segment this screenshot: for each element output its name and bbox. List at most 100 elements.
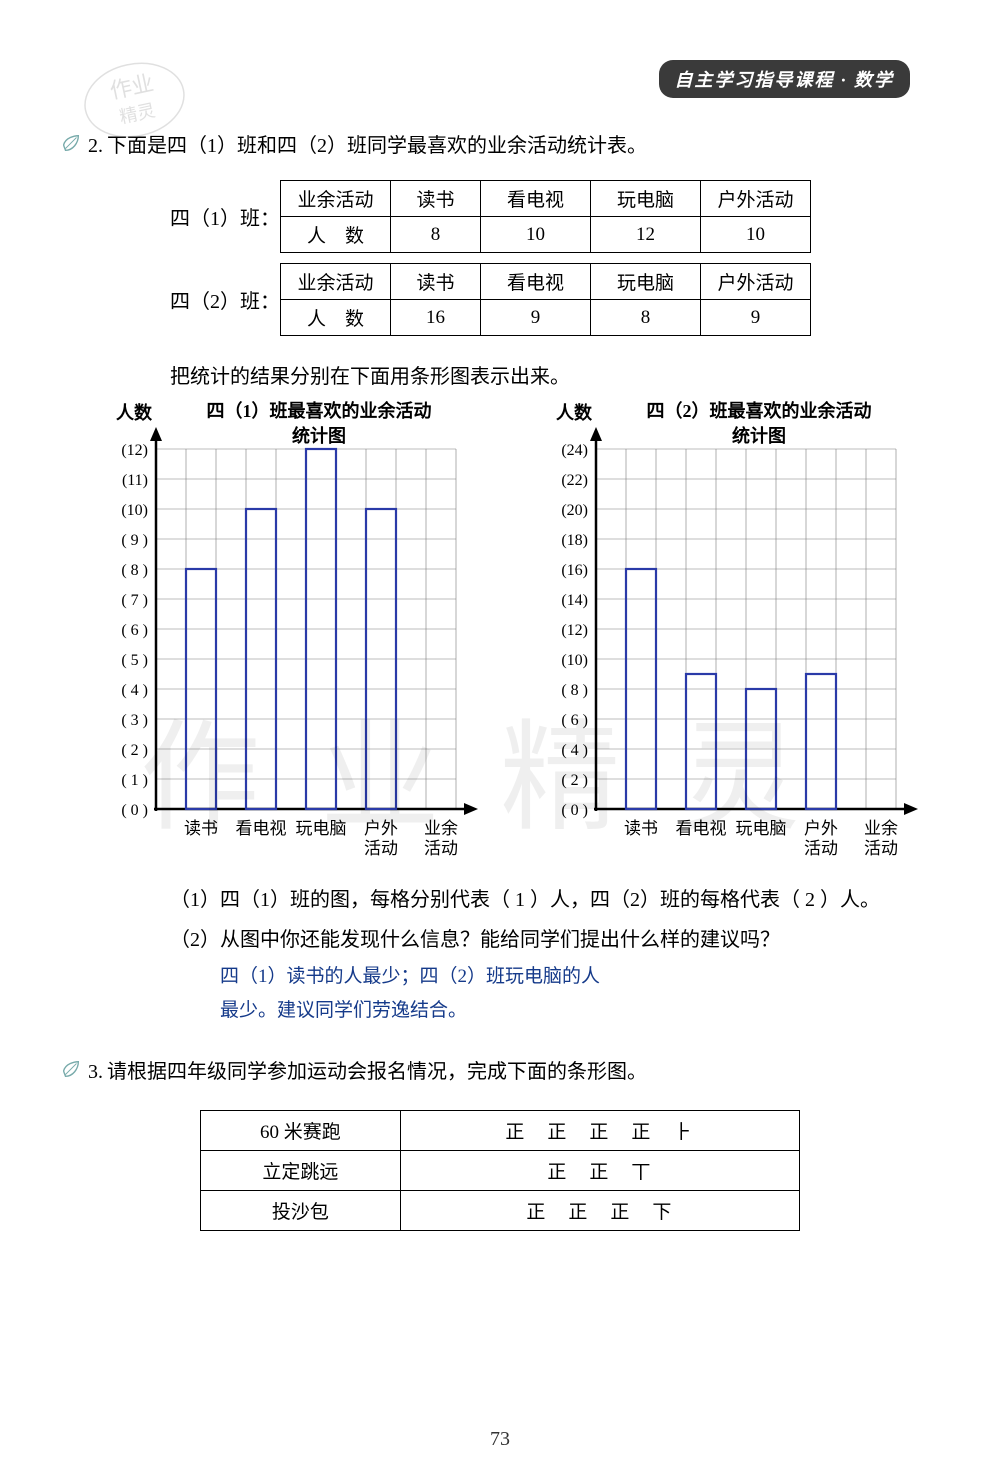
y-tick-label: ( 1 ): [121, 772, 148, 789]
y-tick-label: ( 9 ): [121, 532, 148, 549]
y-tick-label: (11): [122, 472, 148, 489]
y-tick-label: (18): [561, 532, 588, 549]
y-tick-label: ( 8 ): [121, 562, 148, 579]
x-category-labels: 读书看电视玩电脑户外活动业余活动: [84, 819, 524, 860]
x-category-label: 玩电脑: [731, 819, 791, 860]
page-number: 73: [0, 1428, 1000, 1451]
x-category-label: 读书: [171, 819, 231, 860]
tally-label-cell: 投沙包: [201, 1191, 401, 1231]
x-category-label: 玩电脑: [291, 819, 351, 860]
table-value-cell: 16: [391, 300, 481, 336]
class2-label: 四（2）班：: [170, 285, 280, 314]
y-tick-label: (10): [121, 502, 148, 519]
y-tick-label: ( 3 ): [121, 712, 148, 729]
table-rowlabel-cell: 人 数: [281, 217, 391, 253]
q2-answer-l2: 最少。建议同学们劳逸结合。: [220, 994, 940, 1028]
q2-sub1: （1）四（1）班的图，每格分别代表（ 1 ）人，四（2）班的每格代表（ 2 ）人…: [170, 880, 940, 920]
chart-svg: ( 0 ) ( 2 ) ( 4 ) ( 6 ) ( 8 ) (10) (12) (14) (16…: [524, 399, 964, 819]
stamp-text-1: 作业: [108, 70, 156, 104]
table-header-cell: 读书: [391, 181, 481, 217]
x-category-label: 看电视: [671, 819, 731, 860]
y-tick-label: ( 0 ): [121, 802, 148, 819]
y-tick-label: (10): [561, 652, 588, 669]
table-header-cell: 户外活动: [701, 264, 811, 300]
chart-svg: ( 0 ) ( 1 ) ( 2 ) ( 3 ) ( 4 ) ( 5 ) ( 6 ) ( 7 )…: [84, 399, 524, 819]
y-axis-label: 人数: [556, 399, 592, 425]
question-3: 3. 请根据四年级同学参加运动会报名情况，完成下面的条形图。: [60, 1054, 940, 1090]
table-header-cell: 业余活动: [281, 264, 391, 300]
chart-1: 人数四（1）班最喜欢的业余活动统计图( 0 )( 1 )( 2 )( 3 )( …: [84, 399, 524, 860]
q2-sub2: （2）从图中你还能发现什么信息？能给同学们提出什么样的建议吗？: [170, 920, 940, 960]
charts-row: 人数四（1）班最喜欢的业余活动统计图( 0 )( 1 )( 2 )( 3 )( …: [84, 399, 916, 860]
tally-marks-cell: 正 正 丅: [400, 1151, 799, 1191]
table-value-cell: 9: [701, 300, 811, 336]
q2-tables: 四（1）班： 业余活动读书看电视玩电脑户外活动人 数8101210 四（2）班：…: [170, 180, 940, 336]
table-header-cell: 户外活动: [701, 181, 811, 217]
table-value-cell: 10: [701, 217, 811, 253]
table-header-cell: 看电视: [481, 181, 591, 217]
table-row-class2: 四（2）班： 业余活动读书看电视玩电脑户外活动人 数16989: [170, 263, 940, 336]
q3-tally-table: 60 米赛跑正 正 正 正 ⺊立定跳远正 正 丅投沙包正 正 正 下: [200, 1110, 800, 1231]
table-header-cell: 玩电脑: [591, 264, 701, 300]
y-tick-label: (22): [561, 472, 588, 489]
y-tick-label: (16): [561, 562, 588, 579]
table-rowlabel-cell: 人 数: [281, 300, 391, 336]
y-tick-label: ( 5 ): [121, 652, 148, 669]
header-badge: 自主学习指导课程 · 数学: [659, 60, 911, 98]
y-tick-label: ( 8 ): [561, 682, 588, 699]
y-tick-label: ( 2 ): [121, 742, 148, 759]
y-tick-label: (20): [561, 502, 588, 519]
y-tick-label: (14): [561, 592, 588, 609]
y-tick-label: (12): [561, 622, 588, 639]
y-tick-label: ( 0 ): [561, 802, 588, 819]
worksheet-page: 作业 精灵 自主学习指导课程 · 数学 2. 下面是四（1）班和四（2）班同学最…: [0, 0, 1000, 1481]
y-tick-label: ( 6 ): [121, 622, 148, 639]
x-category-labels: 读书看电视玩电脑户外活动业余活动: [524, 819, 964, 860]
q3-number: 3.: [88, 1054, 103, 1090]
bar: [686, 674, 716, 809]
table-value-cell: 12: [591, 217, 701, 253]
class1-label: 四（1）班：: [170, 202, 280, 231]
table-header-cell: 看电视: [481, 264, 591, 300]
q2-instruction: 把统计的结果分别在下面用条形图表示出来。: [170, 360, 940, 389]
y-tick-label: ( 2 ): [561, 772, 588, 789]
tally-marks-cell: 正 正 正 正 ⺊: [400, 1111, 799, 1151]
table-row-class1: 四（1）班： 业余活动读书看电视玩电脑户外活动人 数8101210: [170, 180, 940, 253]
bar: [806, 674, 836, 809]
class1-table: 业余活动读书看电视玩电脑户外活动人 数8101210: [280, 180, 811, 253]
y-tick-label: (24): [561, 442, 588, 459]
x-axis-label: 业余活动: [851, 819, 911, 860]
y-tick-label: ( 7 ): [121, 592, 148, 609]
x-category-label: 读书: [611, 819, 671, 860]
leaf-icon: [60, 1058, 82, 1080]
chart-title: 四（1）班最喜欢的业余活动统计图: [154, 399, 484, 449]
y-tick-label: ( 6 ): [561, 712, 588, 729]
y-tick-label: ( 4 ): [121, 682, 148, 699]
page-header: 自主学习指导课程 · 数学: [60, 60, 940, 98]
x-axis-label: 业余活动: [411, 819, 471, 860]
tally-marks-cell: 正 正 正 下: [400, 1191, 799, 1231]
x-category-label: 看电视: [231, 819, 291, 860]
x-category-label: 户外活动: [791, 819, 851, 860]
stamp-text-2: 精灵: [118, 100, 157, 127]
q3-prompt: 请根据四年级同学参加运动会报名情况，完成下面的条形图。: [107, 1054, 647, 1090]
table-value-cell: 8: [591, 300, 701, 336]
chart-title: 四（2）班最喜欢的业余活动统计图: [594, 399, 924, 449]
table-header-cell: 玩电脑: [591, 181, 701, 217]
y-axis-label: 人数: [116, 399, 152, 425]
tally-label-cell: 60 米赛跑: [201, 1111, 401, 1151]
table-value-cell: 8: [391, 217, 481, 253]
tally-label-cell: 立定跳远: [201, 1151, 401, 1191]
x-category-label: 户外活动: [351, 819, 411, 860]
table-header-cell: 读书: [391, 264, 481, 300]
chart-2: 人数四（2）班最喜欢的业余活动统计图( 0 )( 2 )( 4 )( 6 )( …: [524, 399, 964, 860]
q2-answer-l1: 四（1）读书的人最少；四（2）班玩电脑的人: [220, 960, 940, 994]
q3-table-wrap: 60 米赛跑正 正 正 正 ⺊立定跳远正 正 丅投沙包正 正 正 下: [200, 1110, 800, 1231]
leaf-icon: [60, 132, 82, 154]
y-tick-label: ( 4 ): [561, 742, 588, 759]
table-value-cell: 10: [481, 217, 591, 253]
y-tick-label: (12): [121, 442, 148, 459]
table-value-cell: 9: [481, 300, 591, 336]
class2-table: 业余活动读书看电视玩电脑户外活动人 数16989: [280, 263, 811, 336]
table-header-cell: 业余活动: [281, 181, 391, 217]
